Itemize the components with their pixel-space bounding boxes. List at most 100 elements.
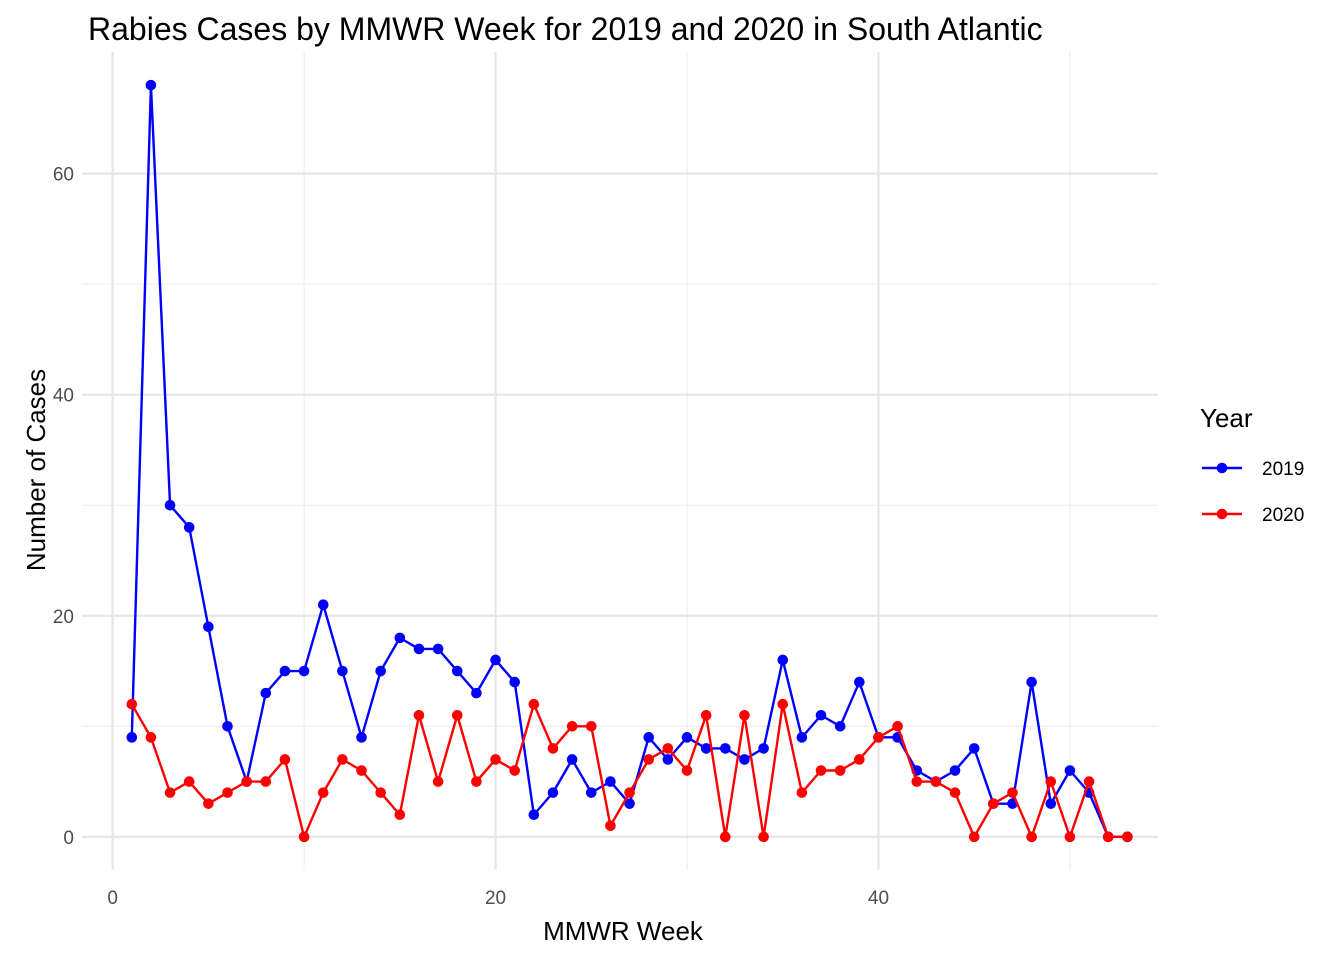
data-point — [815, 709, 827, 721]
data-point — [911, 776, 923, 787]
y-tick-label: 60 — [53, 165, 74, 186]
legend: Year 2019 2020 — [1200, 403, 1304, 526]
data-point — [1122, 831, 1133, 843]
data-point — [509, 676, 520, 688]
series-line — [130, 83, 1128, 839]
data-point — [796, 787, 808, 798]
data-point — [471, 687, 482, 699]
data-point — [260, 687, 272, 699]
legend-label: 2020 — [1262, 505, 1304, 526]
data-point — [279, 665, 291, 677]
data-point — [1007, 787, 1018, 798]
data-point — [317, 787, 329, 798]
data-point — [145, 732, 157, 743]
data-point — [298, 831, 310, 843]
data-point — [413, 709, 425, 721]
legend-title: Year — [1200, 403, 1253, 433]
data-point — [681, 732, 693, 743]
data-point — [126, 698, 138, 710]
data-point — [949, 765, 961, 776]
data-point — [145, 79, 157, 91]
data-point — [164, 787, 176, 798]
y-tick-label: 40 — [53, 386, 74, 407]
data-point — [796, 732, 808, 743]
data-point — [585, 787, 597, 798]
data-point — [988, 798, 999, 809]
data-point — [222, 720, 233, 732]
data-point — [1102, 831, 1114, 843]
data-point — [490, 654, 501, 666]
data-point — [624, 798, 635, 809]
grid — [82, 52, 1158, 870]
data-point — [222, 787, 233, 798]
data-point — [834, 720, 846, 732]
data-point — [700, 709, 712, 721]
data-point — [260, 776, 272, 787]
series-layer — [126, 79, 1133, 843]
data-point — [183, 776, 195, 787]
data-point — [413, 643, 425, 655]
data-point — [451, 665, 463, 677]
data-point — [164, 499, 176, 511]
data-point — [547, 743, 559, 754]
data-point — [126, 732, 138, 743]
data-point — [1045, 798, 1057, 809]
y-tick-label: 0 — [63, 828, 74, 849]
x-tick-label: 20 — [485, 888, 506, 909]
data-point — [432, 643, 444, 655]
data-point — [451, 709, 463, 721]
data-point — [337, 665, 348, 677]
y-tick-label: 20 — [53, 607, 74, 628]
data-point — [337, 754, 348, 765]
data-point — [394, 809, 406, 821]
x-tick-label: 40 — [868, 888, 889, 909]
x-tick-label: 0 — [107, 888, 118, 909]
data-point — [643, 732, 655, 743]
x-axis-title: MMWR Week — [543, 916, 704, 946]
legend-items: 2019 2020 — [1202, 459, 1304, 526]
data-point — [605, 820, 616, 832]
legend-item: 2020 — [1202, 505, 1304, 526]
data-point — [566, 720, 578, 732]
data-point — [317, 599, 329, 611]
axes: 0 20 40 60 0 20 40 — [53, 165, 889, 909]
data-point — [509, 765, 520, 776]
data-point — [490, 754, 501, 765]
data-point — [1064, 831, 1076, 843]
data-point — [375, 665, 386, 677]
series-line — [130, 702, 1128, 839]
data-point — [432, 776, 444, 787]
data-point — [528, 809, 540, 821]
series-2019 — [126, 79, 1133, 843]
data-point — [471, 776, 482, 787]
data-point — [681, 765, 693, 776]
legend-point-swatch — [1216, 462, 1228, 474]
data-point — [949, 787, 961, 798]
data-point — [662, 754, 674, 765]
legend-item: 2019 — [1202, 459, 1304, 480]
data-point — [394, 632, 406, 644]
data-point — [1026, 676, 1037, 688]
data-point — [528, 698, 540, 710]
data-point — [873, 732, 884, 743]
data-point — [643, 754, 655, 765]
data-point — [547, 787, 559, 798]
y-axis-title: Number of Cases — [21, 369, 51, 571]
data-point — [777, 698, 789, 710]
data-point — [700, 743, 712, 754]
data-point — [1083, 776, 1095, 787]
data-point — [758, 831, 769, 843]
data-point — [356, 765, 367, 776]
data-point — [892, 720, 903, 732]
data-point — [585, 720, 597, 732]
data-point — [183, 522, 195, 533]
data-point — [834, 765, 846, 776]
data-point — [777, 654, 789, 666]
data-point — [720, 743, 731, 754]
legend-point-swatch — [1216, 508, 1228, 520]
data-point — [298, 665, 310, 677]
series-2020 — [126, 698, 1133, 843]
data-point — [203, 621, 214, 633]
data-point — [1045, 776, 1057, 787]
